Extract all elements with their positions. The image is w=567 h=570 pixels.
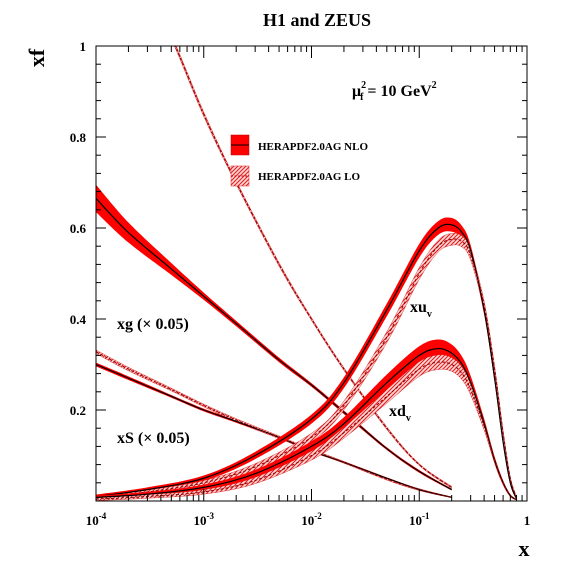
series-label-xg: xg (× 0.05): [117, 316, 189, 333]
series-label-xs: xS (× 0.05): [117, 430, 190, 447]
scale-note-unit-sup: 2: [432, 80, 437, 91]
series-label-xdv-base: xd: [389, 403, 406, 420]
series-label-xs-text: xS (× 0.05): [117, 430, 190, 447]
x-tick-label: 10-4: [86, 511, 107, 528]
line-nlo-xg: [96, 198, 452, 491]
scale-note: μ2 f = 10 GeV2: [352, 80, 437, 103]
legend-entry-lo: HERAPDF2.0AG LO: [230, 165, 361, 187]
band-lo-xg: [174, 46, 452, 489]
axes: 0.2 0.4 0.6 0.8 1 10-4 10-3 10-2 10-1 1: [70, 39, 531, 528]
legend-label-nlo: HERAPDF2.0AG NLO: [258, 141, 368, 153]
legend-label-lo: HERAPDF2.0AG LO: [258, 171, 361, 183]
y-tick-label: 0.6: [70, 221, 87, 236]
plot-area: [96, 46, 518, 501]
series-label-xdv-sub: v: [406, 413, 411, 424]
scale-note-sub: f: [360, 92, 364, 103]
scale-note-mu: μ: [352, 83, 361, 100]
y-tick-label: 0.2: [70, 403, 86, 418]
chart-title: H1 and ZEUS: [263, 10, 371, 30]
x-axis-label: x: [519, 536, 530, 561]
series-label-xuv: xuv: [410, 299, 432, 320]
y-tick-label: 0.8: [70, 130, 87, 145]
line-lo-xs: [96, 351, 452, 498]
line-lo-xuv: [96, 238, 518, 499]
y-tick-label: 0.4: [70, 312, 87, 327]
line-nlo-xdv: [96, 347, 517, 501]
series-label-xuv-base: xu: [410, 299, 427, 316]
x-tick-label: 10-2: [301, 511, 322, 528]
x-tick-label: 10-3: [194, 511, 215, 528]
series-label-xdv: xdv: [389, 403, 411, 424]
band-lo-xdv: [96, 354, 517, 501]
curves: [96, 46, 518, 501]
series-label-xuv-sub: v: [427, 309, 432, 320]
line-nlo-xuv: [96, 223, 518, 499]
series-label-xg-text: xg (× 0.05): [117, 316, 189, 333]
y-axis-label: xf: [24, 48, 49, 67]
x-tick-label: 1: [524, 513, 531, 528]
x-tick-label: 10-1: [409, 511, 430, 528]
scale-note-text: = 10 GeV: [363, 83, 432, 100]
y-tick-label: 1: [80, 39, 87, 54]
legend: HERAPDF2.0AG NLO HERAPDF2.0AG LO: [230, 134, 368, 187]
line-lo-xdv: [96, 361, 517, 501]
scale-note-sup: 2: [361, 80, 366, 91]
legend-entry-nlo: HERAPDF2.0AG NLO: [230, 134, 368, 156]
